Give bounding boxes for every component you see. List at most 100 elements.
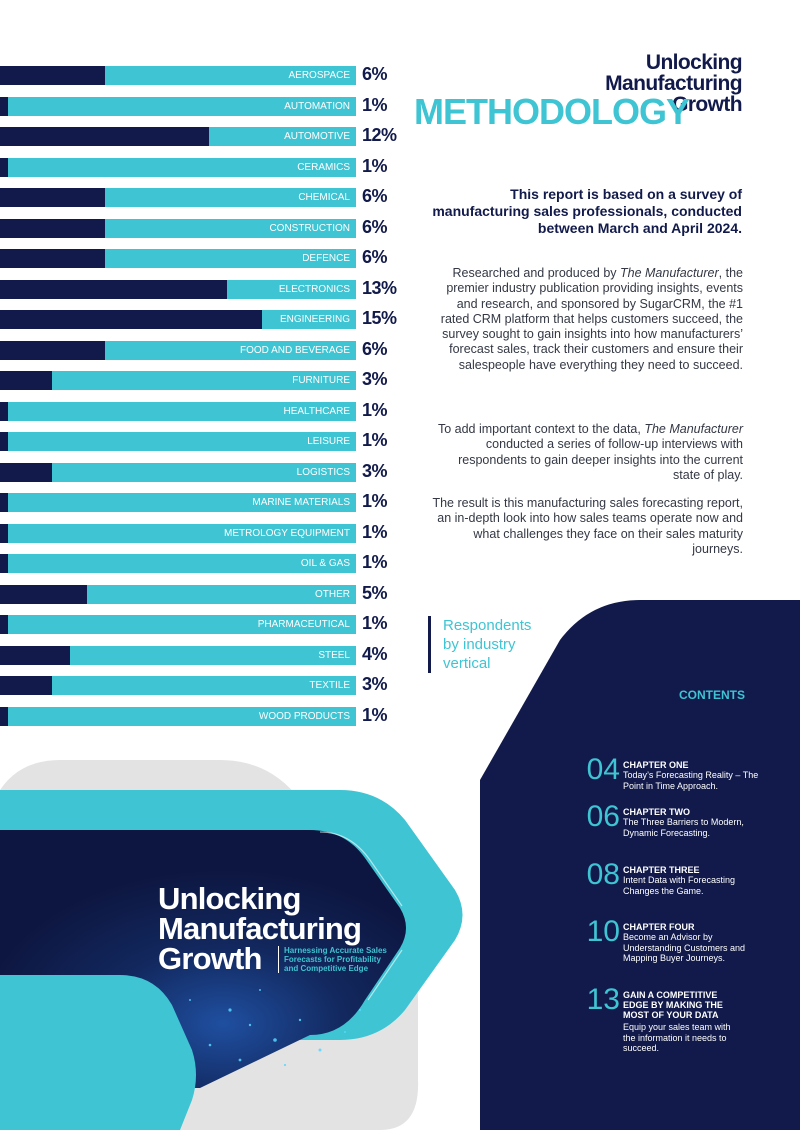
bar-value-label: 1% — [362, 399, 388, 420]
bar-fill — [0, 554, 8, 573]
bar-track — [0, 706, 356, 726]
bar-track — [0, 96, 356, 116]
header-logo: Unlocking Manufacturing Growth — [605, 52, 742, 115]
bar-value-label: 13% — [362, 277, 397, 298]
chapter-title: CHAPTER FOUR — [623, 922, 695, 932]
bar-category-label: DEFENCE — [302, 253, 350, 264]
bar-category-label: CONSTRUCTION — [269, 222, 350, 234]
chapter-title: CHAPTER ONE — [623, 760, 689, 770]
bar-category-label: OIL & GAS — [300, 558, 350, 569]
bar-value-label: 1% — [362, 430, 388, 450]
paragraph-1-rest: , the premier industry publication provi… — [440, 266, 743, 372]
intro-statement: This report is based on a survey of manu… — [432, 186, 742, 236]
bar-fill — [0, 218, 105, 238]
bar-fill — [0, 157, 8, 177]
paragraph-2-rest: conducted a series of follow-up intervie… — [458, 437, 743, 482]
bar-category-label: CHEMICAL — [298, 192, 350, 203]
bar-track — [0, 401, 356, 421]
bar-value-label: 6% — [362, 338, 388, 359]
bar-fill — [0, 706, 8, 726]
cover-title-line-2: Manufacturing — [158, 911, 362, 946]
bar-value-label: 1% — [362, 552, 388, 572]
chart-caption: Respondents by industry vertical — [428, 616, 573, 673]
bar-category-label: HEALTHCARE — [283, 405, 351, 417]
bar-category-label: ELECTRONICS — [278, 283, 350, 295]
chapter-number: 04 — [586, 753, 620, 786]
bar-value-label: 12% — [362, 125, 397, 145]
chapter-title: CHAPTER THREE — [623, 865, 700, 875]
bar-value-label: 3% — [362, 460, 388, 481]
bar-track — [0, 554, 356, 573]
bar-category-label: MARINE MATERIALS — [252, 497, 350, 508]
bar-row: AEROSPACE 6% — [0, 64, 420, 85]
cover-subtitle: Harnessing Accurate Sales Forecasts for … — [278, 946, 394, 973]
chapter-description: Equip your sales team with the informati… — [623, 1022, 731, 1053]
bar-row: CERAMICS 1% — [0, 156, 420, 177]
bar-category-label: AUTOMATION — [284, 100, 350, 112]
bar-fill — [0, 188, 105, 207]
bar-value-label: 1% — [362, 491, 388, 511]
bar-value-label: 6% — [362, 216, 388, 237]
bar-value-label: 15% — [362, 308, 397, 328]
bar-fill — [0, 340, 105, 360]
bar-row: PHARMACEUTICAL 1% — [0, 613, 420, 634]
chart-caption-line-1: Respondents — [443, 617, 532, 634]
bar-row: METROLOGY EQUIPMENT 1% — [0, 521, 420, 543]
paragraph-2-start: To add important context to the data, — [437, 422, 645, 436]
page-title: METHODOLOGY — [414, 91, 690, 132]
bar-row: AUTOMOTIVE 12% — [0, 125, 420, 146]
bar-category-label: PHARMACEUTICAL — [257, 619, 350, 630]
bar-row: ELECTRONICS 13% — [0, 277, 420, 299]
bar-track — [0, 432, 356, 451]
contents-panel — [480, 600, 800, 1130]
bar-value-label: 1% — [362, 704, 388, 725]
chapter-number: 06 — [586, 800, 620, 833]
bar-track — [0, 493, 356, 512]
bar-row: OIL & GAS 1% — [0, 552, 420, 573]
bar-fill — [0, 432, 8, 451]
bar-fill — [0, 523, 8, 543]
bar-value-label: 6% — [362, 186, 388, 206]
paragraph-2: To add important context to the data, Th… — [430, 422, 743, 483]
chapter-title: GAIN A COMPETITIVE EDGE BY MAKING THE MO… — [623, 990, 723, 1020]
bar-row: AUTOMATION 1% — [0, 94, 420, 116]
bar-track — [0, 371, 356, 390]
paragraph-1: Researched and produced by The Manufactu… — [430, 266, 743, 373]
bar-row: FOOD AND BEVERAGE 6% — [0, 338, 420, 360]
bar-category-label: WOOD PRODUCTS — [258, 710, 350, 722]
bar-row: LOGISTICS 3% — [0, 460, 420, 482]
paragraph-1-publication: The Manufacturer — [620, 266, 719, 280]
bar-value-label: 6% — [362, 64, 388, 84]
bar-value-label: 1% — [362, 521, 388, 542]
bar-category-label: ENGINEERING — [279, 314, 350, 325]
bar-fill — [0, 462, 53, 482]
cover-title-line-1: Unlocking — [158, 881, 301, 916]
chapter-number: 08 — [586, 858, 620, 891]
bar-category-label: METROLOGY EQUIPMENT — [224, 527, 350, 539]
bar-category-label: CERAMICS — [297, 161, 350, 173]
bar-row: TEXTILE 3% — [0, 674, 420, 695]
chapter-description: The Three Barriers to Modern, Dynamic Fo… — [623, 817, 744, 838]
bar-track — [0, 462, 356, 482]
bar-row: HEALTHCARE 1% — [0, 399, 420, 421]
bar-category-label: AEROSPACE — [288, 70, 351, 81]
logo-line-2: Manufacturing — [605, 72, 742, 95]
bar-category-label: STEEL — [318, 649, 350, 661]
bar-category-label: FURNITURE — [292, 375, 350, 386]
cover-title: Unlocking Manufacturing Growth — [158, 881, 362, 974]
bar-track — [0, 645, 356, 665]
bar-fill — [0, 493, 8, 512]
bar-fill — [0, 279, 227, 299]
bar-fill — [0, 96, 8, 116]
contents-heading: CONTENTS — [679, 688, 745, 702]
logo-line-3: Growth — [672, 93, 742, 116]
bar-fill — [0, 249, 105, 268]
bar-value-label: 4% — [362, 643, 388, 664]
bar-value-label: 1% — [362, 94, 388, 115]
bar-value-label: 6% — [362, 247, 388, 267]
bar-fill — [0, 584, 88, 604]
bar-row: WOOD PRODUCTS 1% — [0, 704, 420, 726]
bar-value-label: 1% — [362, 613, 388, 633]
chapter-number: 13 — [586, 983, 620, 1016]
